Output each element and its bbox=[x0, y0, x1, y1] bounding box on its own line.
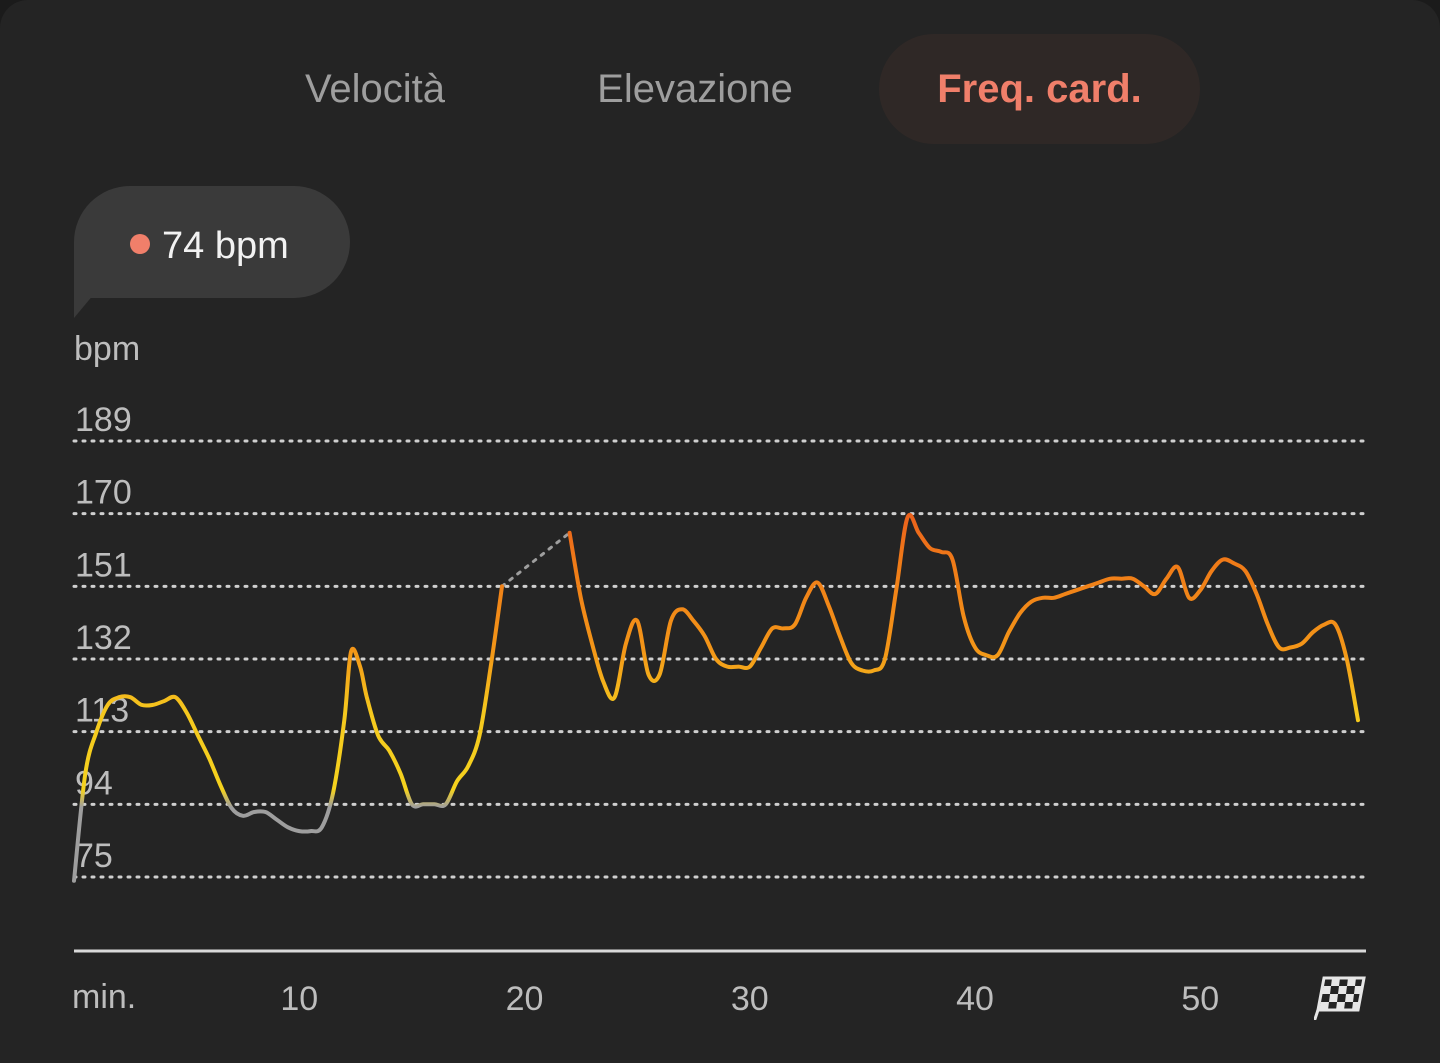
tab-speed[interactable]: Velocità bbox=[304, 67, 446, 111]
heart-rate-dot-icon bbox=[130, 234, 150, 254]
x-tick-label: 10 bbox=[280, 980, 318, 1018]
x-tick-label: 20 bbox=[506, 980, 544, 1018]
heart-rate-line-segment-1 bbox=[72, 584, 504, 883]
checkered-flag-icon bbox=[1314, 976, 1366, 1020]
y-tick-label: 189 bbox=[75, 401, 132, 439]
tab-heart-rate[interactable]: Freq. card. bbox=[879, 34, 1200, 144]
heart-rate-line-segment-2 bbox=[567, 513, 1360, 723]
missing-data-gap-line bbox=[500, 531, 572, 588]
tab-elevation[interactable]: Elevazione bbox=[597, 67, 793, 111]
tooltip-value: 74 bpm bbox=[162, 225, 289, 267]
x-axis-unit: min. bbox=[72, 978, 137, 1016]
x-tick-label: 30 bbox=[731, 980, 769, 1018]
y-tick-label: 151 bbox=[75, 546, 132, 584]
x-tick-label: 40 bbox=[956, 980, 994, 1018]
y-axis-unit: bpm bbox=[74, 330, 141, 368]
y-tick-label: 132 bbox=[75, 619, 132, 657]
value-tooltip: 74 bpm bbox=[74, 186, 350, 298]
y-tick-label: 170 bbox=[75, 474, 132, 512]
y-tick-label: 75 bbox=[75, 837, 113, 875]
metric-tabs: Velocità Elevazione Freq. card. bbox=[0, 34, 1440, 144]
x-tick-label: 50 bbox=[1181, 980, 1219, 1018]
